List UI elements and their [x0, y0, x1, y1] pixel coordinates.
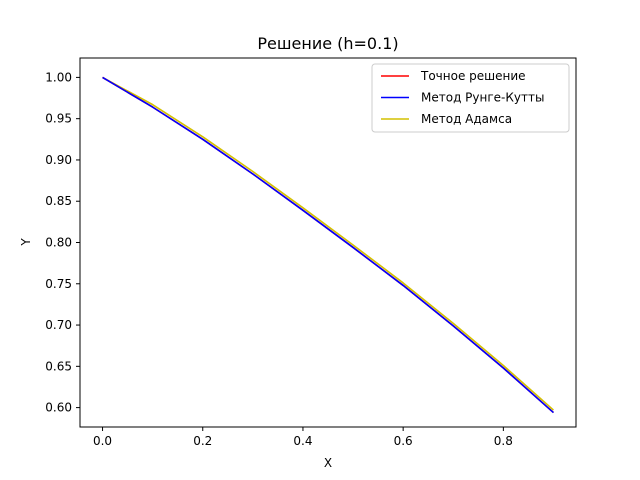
y-tick-label: 0.75	[45, 277, 72, 291]
legend: Точное решение Метод Рунге-Кутты Метод Ада…	[371, 63, 570, 133]
legend-label-2: Метод Адамса	[421, 112, 512, 126]
y-tick-label: 0.60	[45, 401, 72, 415]
y-axis-label: Y	[19, 238, 33, 247]
x-tick-label: 0.8	[494, 434, 513, 448]
y-axis: 0.60 0.65 0.70 0.75 0.80 0.85 0.90 0.95 1.00	[45, 70, 80, 415]
legend-label-0: Точное решение	[420, 69, 526, 83]
y-tick-label: 0.85	[45, 194, 72, 208]
y-tick-label: 0.90	[45, 153, 72, 167]
y-tick-label: 0.70	[45, 318, 72, 332]
chart-title: Решение (h=0.1)	[257, 34, 398, 53]
y-tick-label: 0.80	[45, 236, 72, 250]
legend-label-1: Метод Рунге-Кутты	[421, 91, 544, 105]
x-axis: 0.0 0.2 0.4 0.6 0.8	[93, 427, 513, 448]
x-tick-label: 0.6	[394, 434, 413, 448]
series-line-2	[102, 76, 554, 411]
y-tick-label: 1.00	[45, 70, 72, 84]
x-tick-label: 0.4	[293, 434, 312, 448]
series-lines	[102, 76, 554, 414]
x-tick-label: 0.2	[193, 434, 212, 448]
x-axis-label: X	[324, 456, 332, 470]
y-tick-label: 0.95	[45, 112, 72, 126]
series-line-1	[102, 76, 554, 414]
y-tick-label: 0.65	[45, 359, 72, 373]
x-tick-label: 0.0	[93, 434, 112, 448]
legend-box	[371, 63, 570, 133]
